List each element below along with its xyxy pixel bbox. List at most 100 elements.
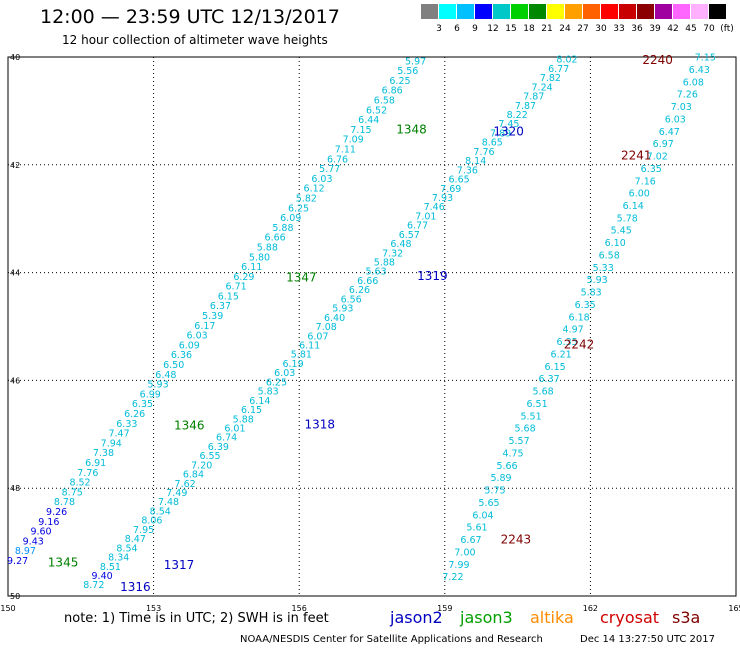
- wave-height-value: 6.76: [327, 154, 348, 165]
- orbit-label: 2240: [642, 53, 673, 67]
- sat-s3a: s3a: [672, 608, 701, 627]
- lat-tick-label: 40: [10, 53, 20, 62]
- footer-note: note: 1) Time is in UTC; 2) SWH is in fe…: [64, 611, 329, 626]
- wave-height-value: 6.77: [548, 64, 569, 75]
- wave-height-value: 6.37: [210, 301, 231, 312]
- wave-height-value: 7.32: [382, 248, 403, 259]
- wave-height-value: 6.84: [183, 470, 204, 481]
- wave-height-value: 7.89: [490, 128, 511, 139]
- wave-height-value: 8.52: [69, 478, 90, 489]
- credit-line: NOAA/NESDIS Center for Satellite Applica…: [240, 634, 543, 645]
- wave-height-value: 6.36: [171, 350, 192, 361]
- wave-height-value: 6.15: [241, 405, 262, 416]
- legend-swatch: [673, 4, 690, 19]
- wave-height-value: 6.33: [116, 419, 137, 430]
- wave-height-value: 5.68: [533, 387, 554, 398]
- wave-height-value: 8.72: [83, 580, 104, 591]
- wave-height-value: 5.88: [272, 223, 293, 234]
- wave-height-value: 6.09: [280, 213, 301, 224]
- wave-height-value: 6.15: [545, 362, 566, 373]
- wave-height-value: 7.76: [77, 468, 98, 479]
- wave-height-value: 7.76: [473, 147, 494, 158]
- wave-height-value: 6.11: [241, 262, 262, 273]
- wave-height-value: 7.11: [335, 144, 356, 155]
- wave-height-value: 5.93: [147, 380, 168, 391]
- wave-height-value: 5.93: [332, 304, 353, 315]
- wave-height-value: 7.16: [635, 176, 656, 187]
- wave-height-value: 8.34: [108, 553, 129, 564]
- lon-tick-label: 162: [583, 604, 598, 613]
- legend-label: 42: [667, 24, 679, 34]
- wave-height-value: 9.43: [23, 536, 44, 547]
- wave-height-value: 6.77: [407, 221, 428, 232]
- page-title: 12:00 — 23:59 UTC 12/13/2017: [40, 6, 340, 28]
- wave-height-value: 6.67: [460, 535, 481, 546]
- wave-height-value: 5.89: [490, 473, 511, 484]
- wave-height-value: 6.97: [653, 139, 674, 150]
- wave-height-value: 5.88: [233, 414, 254, 425]
- orbit-label: 1319: [417, 269, 448, 283]
- wave-height-value: 6.43: [689, 65, 710, 76]
- wave-height-value: 6.48: [155, 370, 176, 381]
- orbit-label: 1320: [493, 124, 524, 138]
- wave-height-value: 5.57: [508, 436, 529, 447]
- legend-label: 33: [613, 24, 625, 34]
- wave-height-value: 6.25: [389, 76, 410, 87]
- wave-height-value: 7.93: [432, 193, 453, 204]
- legend-swatch: [601, 4, 618, 19]
- legend-label: 9: [472, 24, 478, 34]
- wave-height-value: 7.82: [540, 73, 561, 84]
- wave-height-value: 6.03: [665, 114, 686, 125]
- wave-height-value: 5.45: [611, 226, 632, 237]
- orbit-label: 1318: [305, 418, 336, 432]
- wave-height-value: 6.37: [539, 374, 560, 385]
- wave-height-value: 5.75: [484, 486, 505, 497]
- sat-jason2: jason2: [390, 608, 443, 627]
- legend-label: 39: [649, 24, 661, 34]
- wave-height-value: 6.47: [659, 127, 680, 138]
- wave-height-value: 8.54: [116, 543, 137, 554]
- legend-swatch: [475, 4, 492, 19]
- lon-tick-label: 150: [0, 604, 15, 613]
- wave-height-value: 7.22: [442, 572, 463, 583]
- wave-height-value: 5.61: [466, 523, 487, 534]
- wave-height-value: 9.16: [38, 517, 59, 528]
- wave-height-value: 5.51: [520, 411, 541, 422]
- wave-height-value: 6.58: [374, 96, 395, 107]
- wave-height-value: 5.88: [257, 242, 278, 253]
- wave-height-value: 6.65: [449, 175, 470, 186]
- wave-height-value: 6.86: [382, 86, 403, 97]
- wave-height-value: 5.33: [593, 263, 614, 274]
- wave-height-value: 6.35: [575, 300, 596, 311]
- legend-swatch: [493, 4, 510, 19]
- wave-height-value: 7.69: [440, 184, 461, 195]
- wave-height-value: 6.25: [288, 203, 309, 214]
- wave-height-value: 6.35: [641, 164, 662, 175]
- wave-height-value: 6.74: [216, 433, 237, 444]
- wave-height-value: 7.48: [158, 497, 179, 508]
- wave-height-value: 6.66: [265, 233, 286, 244]
- wave-height-value: 7.49: [166, 488, 187, 499]
- wave-height-value: 6.40: [324, 313, 345, 324]
- wave-height-value: 7.24: [532, 82, 553, 93]
- wave-height-value: 6.66: [357, 276, 378, 287]
- wave-height-value: 6.08: [683, 77, 704, 88]
- legend-label: 45: [685, 24, 697, 34]
- legend-label: 3: [436, 24, 442, 34]
- lat-tick-label: 44: [10, 269, 20, 278]
- lon-tick-label: 165: [728, 604, 740, 613]
- wave-height-value: 5.68: [514, 424, 535, 435]
- wave-height-value: 8.22: [507, 110, 528, 121]
- legend-swatch: [619, 4, 636, 19]
- wave-height-value: 7.20: [191, 460, 212, 471]
- wave-height-value: 5.77: [319, 164, 340, 175]
- wave-height-value: 4.75: [502, 448, 523, 459]
- wave-height-value: 6.91: [85, 458, 106, 469]
- orbit-label: 2242: [564, 338, 595, 352]
- legend-swatch: [583, 4, 600, 19]
- legend-swatch: [565, 4, 582, 19]
- wave-height-value: 5.83: [581, 288, 602, 299]
- legend-label: 15: [505, 24, 517, 34]
- sat-cryosat: cryosat: [600, 608, 660, 627]
- legend-label: 30: [595, 24, 607, 34]
